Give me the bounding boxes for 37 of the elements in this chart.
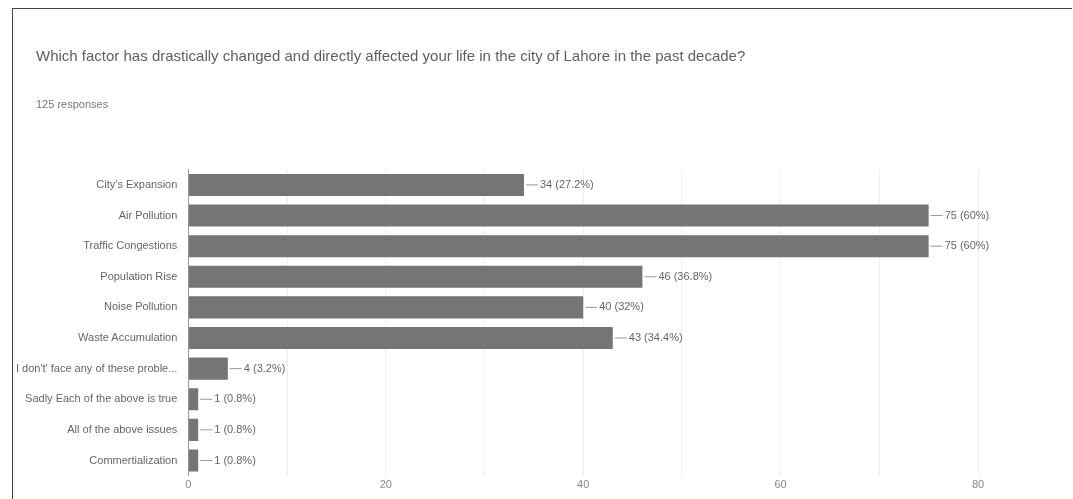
y-tick-label: City's Expansion (96, 177, 178, 190)
data-label: 43 (34.4%) (628, 331, 683, 344)
data-label: 1 (0.8%) (214, 392, 256, 405)
y-tick-label: Air Pollution (118, 208, 178, 221)
x-tick-label: 0 (185, 478, 192, 491)
data-label: 34 (27.2%) (539, 177, 594, 190)
bar (188, 418, 199, 441)
data-label: 40 (32%) (599, 300, 644, 313)
bar (188, 449, 199, 472)
y-tick-label: I don't' face any of these proble... (16, 361, 178, 374)
data-label: 1 (0.8%) (214, 422, 256, 435)
x-tick-label: 60 (774, 478, 787, 491)
y-tick-label: Waste Accumulation (78, 331, 178, 344)
y-tick-label: Traffic Congestions (83, 239, 178, 252)
x-tick-label: 80 (971, 478, 985, 491)
data-label: 46 (36.8%) (658, 269, 713, 282)
bar (188, 173, 524, 196)
data-label: 75 (60%) (944, 239, 990, 252)
data-label: 1 (0.8%) (214, 453, 256, 466)
text: 125 responses (36, 98, 109, 110)
y-tick-label: All of the above issues (67, 422, 178, 435)
y-tick-label: Commertialization (89, 453, 178, 466)
bar (188, 357, 228, 380)
data-label: 4 (3.2%) (243, 361, 286, 374)
bar (188, 326, 613, 350)
bar (188, 204, 929, 227)
bar (188, 265, 643, 288)
x-tick-label: 20 (379, 478, 392, 491)
bar (188, 235, 929, 258)
y-tick-label: Noise Pollution (103, 300, 178, 313)
x-tick-label: 40 (577, 478, 590, 491)
data-label: 75 (60%) (944, 208, 990, 221)
chart-title: Which factor has drastically changed and directly affected your life in the city of Lahore in the past decade? (36, 46, 747, 66)
y-tick-label: Sadly Each of the above is true (25, 392, 178, 405)
bar (188, 388, 199, 411)
y-tick-label: Population Rise (100, 269, 178, 282)
bar (188, 296, 584, 319)
